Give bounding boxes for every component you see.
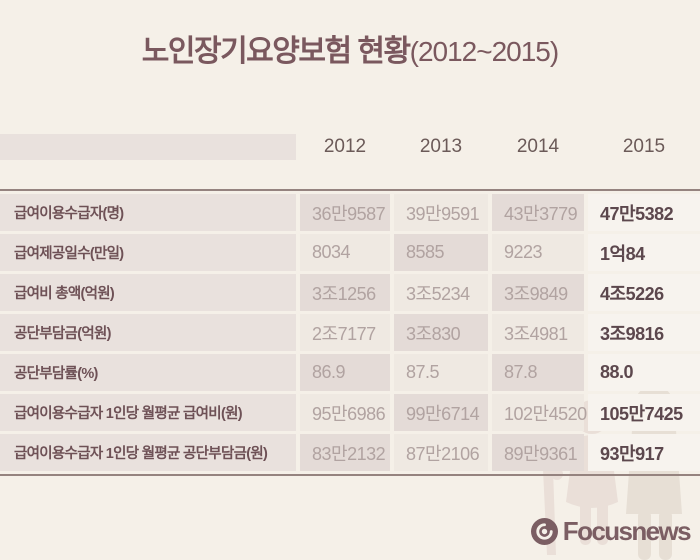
year-label-2014: 2014 [516, 136, 560, 157]
year-label-2015: 2015 [622, 136, 666, 157]
table-row: 급여이용수급자 1인당 월평균 급여비(원) 95만6986 99만6714 102만… [0, 394, 700, 431]
cell-2013: 99만6714 [394, 394, 488, 431]
row-label: 급여제공일수(만일) [0, 234, 296, 271]
cell-2014: 3조9849 [492, 274, 584, 311]
cell-2012: 8034 [300, 234, 390, 271]
cell-2014: 102만4520 [492, 394, 587, 431]
cell-2013: 87.5 [394, 354, 488, 391]
cell-2014: 43만3779 [492, 194, 584, 231]
cell-2014: 89만9361 [492, 434, 584, 471]
cell-2015: 93만917 [588, 434, 700, 471]
row-label: 공단부담률(%) [0, 354, 296, 391]
table-row: 급여이용수급자(명) 36만9587 39만9591 43만3779 47만5382 [0, 194, 700, 231]
cell-2013: 87만2106 [394, 434, 488, 471]
cell-2012: 3조1256 [300, 274, 390, 311]
cell-2015: 4조5226 [588, 274, 700, 311]
title-year-range: (2012~2015) [409, 36, 560, 67]
cell-2014: 87.8 [492, 354, 584, 391]
year-header-row: 2012 2013 2014 2015 [0, 134, 700, 160]
cell-2012: 95만6986 [300, 394, 390, 431]
cell-2015: 105만7425 [588, 394, 700, 431]
table-row: 공단부담금(억원) 2조7177 3조830 3조4981 3조9816 [0, 314, 700, 351]
cell-2015: 3조9816 [588, 314, 700, 351]
focusnews-logo: Focusnews [530, 516, 692, 547]
cell-2013: 3조5234 [394, 274, 488, 311]
page-title: 노인장기요양보험 현황(2012~2015) [0, 26, 700, 70]
cell-2012: 83만2132 [300, 434, 390, 471]
row-label: 급여이용수급자(명) [0, 194, 296, 231]
cell-2013: 39만9591 [394, 194, 488, 231]
row-label: 공단부담금(억원) [0, 314, 296, 351]
cell-2013: 8585 [394, 234, 488, 271]
table-row: 급여비 총액(억원) 3조1256 3조5234 3조9849 4조5226 [0, 274, 700, 311]
cell-2015: 88.0 [588, 354, 700, 391]
cell-2014: 9223 [492, 234, 584, 271]
title-main: 노인장기요양보험 현황 [141, 35, 411, 68]
cell-2012: 2조7177 [300, 314, 390, 351]
data-table: 급여이용수급자(명) 36만9587 39만9591 43만3779 47만5382 급여… [0, 189, 700, 476]
year-label-2013: 2013 [419, 136, 463, 157]
cell-2012: 36만9587 [300, 194, 390, 231]
cell-2013: 3조830 [394, 314, 488, 351]
focus-swirl-icon [530, 518, 558, 545]
logo-text: Focusnews [562, 516, 692, 546]
row-label: 급여이용수급자 1인당 월평균 공단부담금(원) [0, 434, 296, 471]
table-row: 급여제공일수(만일) 8034 8585 9223 1억84 [0, 234, 700, 271]
table-rows: 급여이용수급자(명) 36만9587 39만9591 43만3779 47만5382 급여… [0, 194, 700, 471]
table-row: 급여이용수급자 1인당 월평균 공단부담금(원) 83만2132 87만2106 89… [0, 434, 700, 471]
cell-2012: 86.9 [300, 354, 390, 391]
cell-2015: 47만5382 [588, 194, 700, 231]
row-label: 급여이용수급자 1인당 월평균 급여비(원) [0, 394, 296, 431]
year-label-2012: 2012 [323, 136, 367, 157]
cell-2014: 3조4981 [492, 314, 584, 351]
cell-2015: 1억84 [588, 234, 700, 271]
row-label: 급여비 총액(억원) [0, 274, 296, 311]
table-row: 공단부담률(%) 86.9 87.5 87.8 88.0 [0, 354, 700, 391]
